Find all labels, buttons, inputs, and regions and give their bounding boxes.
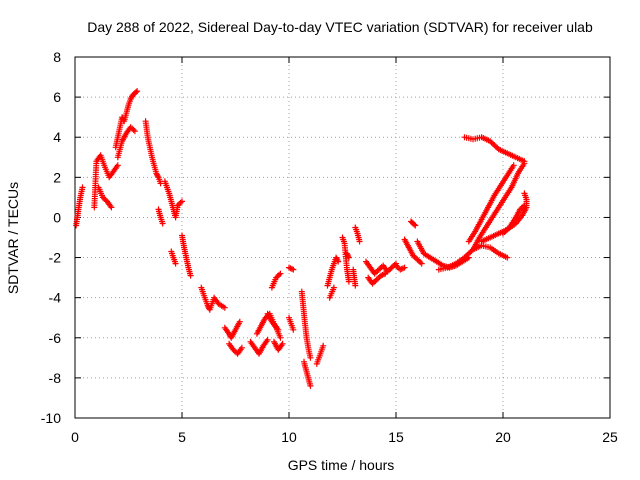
chart-title: Day 288 of 2022, Sidereal Day-to-day VTE…	[87, 19, 593, 35]
data-point	[159, 220, 166, 227]
x-tick-label: 25	[602, 429, 618, 445]
data-point	[277, 270, 284, 277]
data-point	[130, 126, 137, 133]
y-axis-label: SDTVAR / TECUs	[5, 182, 21, 294]
data-point	[79, 184, 86, 191]
data-point	[345, 278, 352, 285]
data-point	[401, 264, 408, 271]
x-axis-label: GPS time / hours	[288, 457, 395, 473]
data-point	[352, 282, 359, 289]
data-point	[154, 173, 161, 179]
data-point	[134, 88, 141, 95]
data-point	[521, 158, 528, 165]
y-tick-label: -2	[49, 250, 62, 266]
data-point	[345, 254, 352, 261]
y-tick-label: -4	[49, 290, 62, 306]
data-point	[264, 336, 271, 343]
data-point	[108, 204, 115, 211]
data-point	[221, 304, 228, 311]
plot-frame	[74, 56, 611, 419]
data-point	[320, 342, 327, 349]
data-point	[99, 194, 106, 201]
data-point	[179, 198, 185, 205]
y-tick-label: -10	[41, 410, 61, 426]
x-tick-label: 0	[71, 429, 79, 445]
data-points	[73, 88, 530, 389]
y-tick-label: 2	[53, 169, 61, 185]
data-point	[521, 202, 528, 209]
data-point	[307, 354, 314, 361]
data-point	[330, 284, 337, 291]
y-tick-label: 4	[53, 129, 61, 145]
data-point	[356, 238, 363, 245]
data-point	[277, 334, 284, 341]
x-tick-label: 10	[281, 429, 297, 445]
y-tick-label: -6	[49, 330, 62, 346]
data-point	[290, 266, 297, 273]
data-point	[238, 344, 245, 351]
data-point	[133, 89, 139, 96]
y-tick-label: -8	[49, 370, 62, 386]
data-point	[418, 260, 425, 267]
data-point	[172, 260, 179, 267]
data-point	[412, 222, 419, 229]
data-point	[307, 382, 314, 389]
data-point	[131, 128, 138, 135]
data-point	[335, 258, 342, 265]
data-point	[411, 221, 418, 228]
data-point	[290, 326, 297, 333]
data-point	[279, 340, 286, 347]
data-point	[510, 162, 517, 169]
data-point	[504, 254, 511, 261]
y-tick-label: 8	[53, 49, 61, 65]
data-point	[236, 318, 243, 325]
y-tick-label: 0	[53, 209, 61, 225]
data-point	[382, 270, 389, 277]
x-tick-label: 20	[495, 429, 511, 445]
data-point	[114, 162, 121, 169]
x-tick-label: 5	[178, 429, 186, 445]
data-point	[521, 190, 528, 197]
data-point	[187, 272, 194, 279]
y-tick-label: 6	[53, 89, 61, 105]
axes: 0 5 10 15 20 25 -10 -8 -6 -4 -2 0 2 4 6 8	[41, 49, 618, 445]
x-tick-label: 15	[388, 429, 404, 445]
